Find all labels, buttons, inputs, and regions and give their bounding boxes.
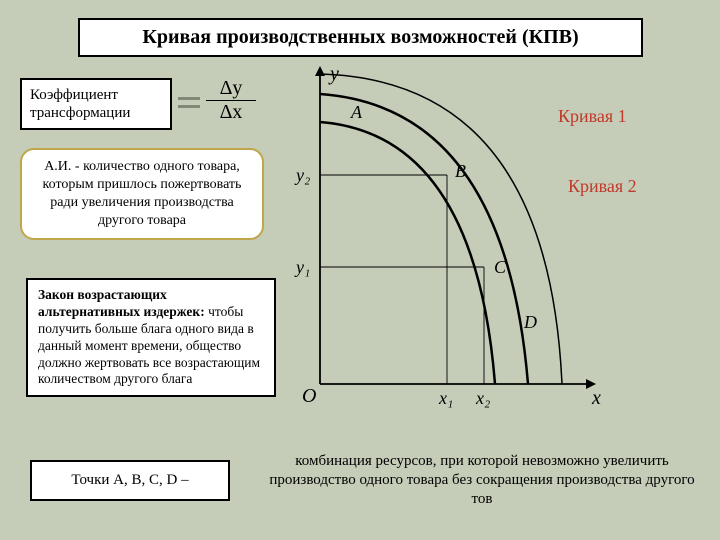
title-box: Кривая производственных возможностей (КП… [78, 18, 643, 57]
svg-text:B: B [455, 161, 466, 181]
law-box: Закон возрастающих альтернативных издерж… [26, 278, 276, 397]
fraction: Δy Δx [206, 78, 256, 123]
svg-text:x₂: x₂ [475, 388, 490, 408]
fraction-denominator: Δx [206, 102, 256, 123]
equals-sign [178, 92, 200, 114]
svg-text:y₂: y₂ [294, 165, 310, 185]
combination-body: комбинация ресурсов, при которой невозмо… [269, 453, 694, 507]
ppf-chart: y x Oy₁ y₂ x₁ x₂ A B C D Кривая 1 Кривая 2 [280, 62, 710, 442]
points-box: Точки A, B, C, D – [30, 460, 230, 501]
page-title: Кривая производственных возможностей (КП… [142, 26, 578, 48]
combination-text: комбинация ресурсов, при которой невозмо… [262, 452, 702, 510]
svg-text:y: y [328, 63, 339, 85]
coef-line2: трансформации [30, 104, 162, 122]
chart-svg: y x Oy₁ y₂ x₁ x₂ A B C D Кривая 1 Кривая 2 [280, 62, 710, 442]
svg-text:A: A [350, 102, 363, 122]
fraction-numerator: Δy [206, 78, 256, 99]
svg-text:D: D [523, 312, 537, 332]
points-text: Точки A, B, C, D – [71, 472, 188, 488]
svg-text:Кривая 2: Кривая 2 [568, 176, 637, 196]
svg-text:y₁: y₁ [294, 257, 310, 277]
opportunity-cost-box: А.И. - количество одного товара, которым… [20, 148, 264, 240]
svg-text:x₁: x₁ [438, 388, 453, 408]
coef-line1: Коэффициент [30, 86, 162, 104]
svg-text:x: x [591, 387, 601, 409]
svg-text:Кривая 1: Кривая 1 [558, 106, 627, 126]
opportunity-cost-text: А.И. - количество одного товара, которым… [43, 159, 242, 228]
coefficient-box: Коэффициент трансформации [20, 78, 172, 130]
svg-text:O: O [302, 385, 316, 407]
law-heading: Закон возрастающих альтернативных издерж… [38, 287, 205, 319]
svg-text:C: C [494, 257, 507, 277]
